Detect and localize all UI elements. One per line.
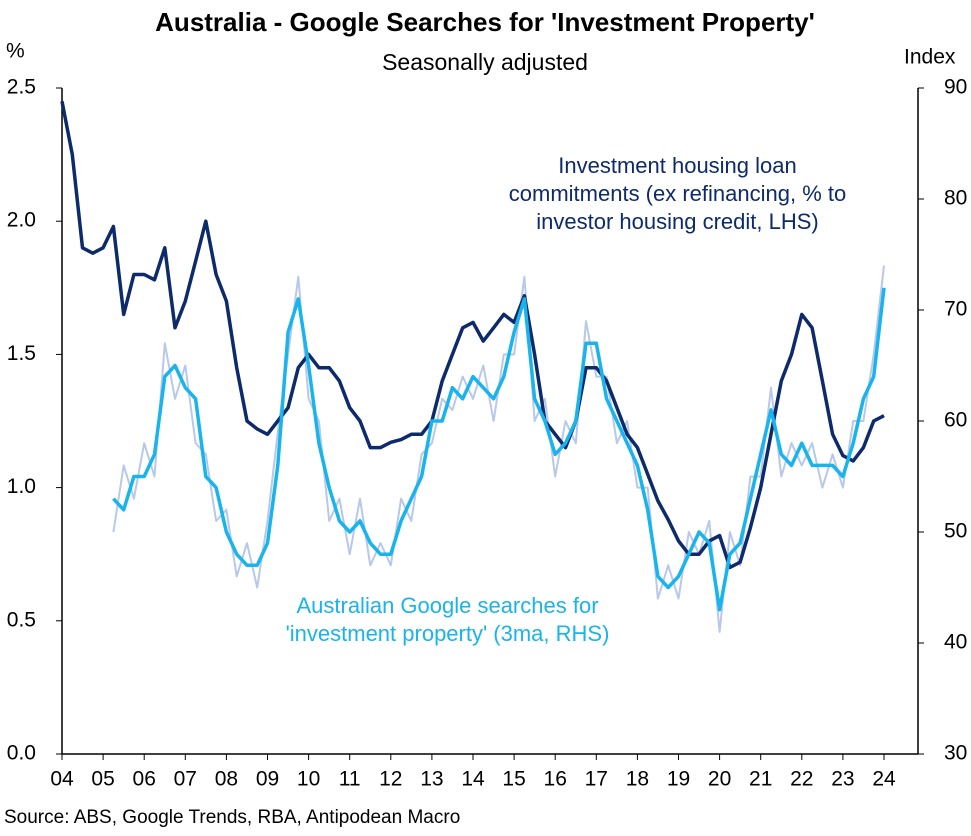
x-tick-label: 09	[256, 768, 279, 791]
y-tick-label: 1.0	[7, 475, 36, 498]
x-tick-label: 10	[297, 768, 320, 791]
x-tick-label: 20	[708, 768, 731, 791]
y-tick-label: 1.5	[7, 342, 36, 365]
chart-title: Australia - Google Searches for 'Investm…	[155, 7, 815, 37]
x-tick-label: 21	[749, 768, 772, 791]
y2-tick-label: 70	[944, 298, 967, 321]
y2-tick-label: 50	[944, 520, 967, 543]
y2-axis-label: Index	[904, 46, 956, 69]
x-tick-label: 04	[50, 768, 74, 791]
x-tick-label: 06	[133, 768, 156, 791]
x-tick-label: 12	[379, 768, 402, 791]
y-tick-label: 2.0	[7, 209, 36, 232]
y2-tick-label: 30	[944, 742, 967, 765]
x-tick-label: 19	[667, 768, 690, 791]
y2-tick-label: 60	[944, 409, 967, 432]
series-annotation: Investment housing loan commitments (ex …	[508, 153, 847, 234]
y2-tick-label: 40	[944, 631, 967, 654]
series-annotation: Australian Google searches for 'investme…	[285, 593, 610, 646]
y-axis-label: %	[6, 40, 25, 63]
y-tick-label: 2.5	[7, 76, 36, 99]
x-tick-label: 23	[831, 768, 854, 791]
x-tick-label: 18	[626, 768, 649, 791]
series-line	[112, 287, 886, 612]
x-tick-label: 22	[790, 768, 813, 791]
legend-label: Investment housing loan commitments (ex …	[508, 153, 847, 234]
x-tick-label: 11	[339, 768, 361, 791]
y-tick-label: 0.5	[7, 608, 36, 631]
x-tick-label: 24	[872, 768, 896, 791]
x-tick-label: 16	[544, 768, 567, 791]
y-tick-label: 0.0	[7, 742, 36, 765]
x-tick-label: 15	[502, 768, 525, 791]
x-tick-label: 08	[215, 768, 238, 791]
x-tick-label: 17	[585, 768, 608, 791]
x-tick-label: 13	[420, 768, 443, 791]
x-tick-label: 07	[174, 768, 197, 791]
x-tick-label: 05	[91, 768, 114, 791]
series-line	[60, 100, 885, 570]
chart-subtitle: Seasonally adjusted	[382, 49, 588, 75]
y2-tick-label: 80	[944, 187, 967, 210]
y2-tick-label: 90	[944, 76, 967, 99]
legend-label: Australian Google searches for 'investme…	[285, 593, 610, 646]
x-tick-label: 14	[461, 768, 485, 791]
source-note: Source: ABS, Google Trends, RBA, Antipod…	[4, 807, 460, 828]
